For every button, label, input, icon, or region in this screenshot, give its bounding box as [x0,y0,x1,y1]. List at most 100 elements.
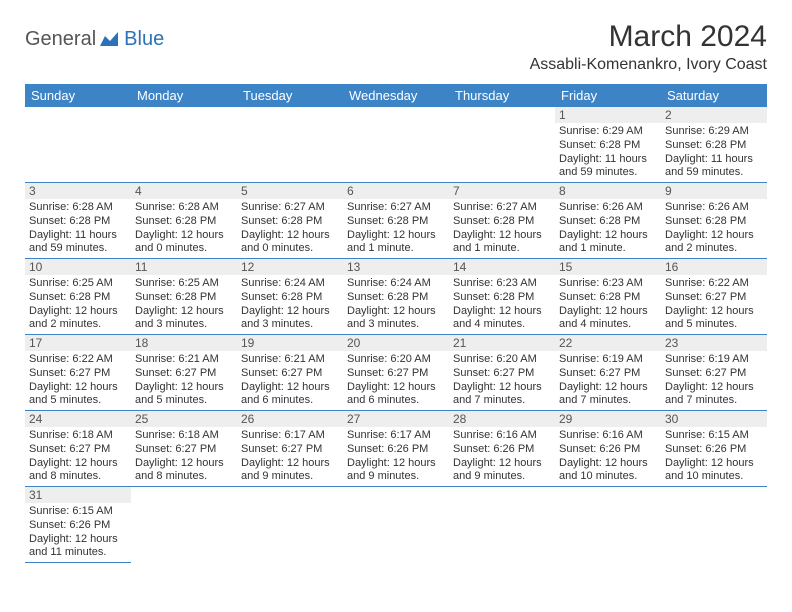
day-detail-line: Sunrise: 6:18 AM [135,429,233,443]
day-detail-line: and 6 minutes. [347,394,445,408]
day-details: Sunrise: 6:24 AMSunset: 6:28 PMDaylight:… [343,275,449,334]
day-detail-line: Sunset: 6:28 PM [135,291,233,305]
day-detail-line: Sunset: 6:26 PM [559,443,657,457]
day-detail-line: Daylight: 12 hours [241,381,339,395]
calendar-cell [343,487,449,563]
flag-icon [100,32,122,48]
day-number: 11 [131,259,237,275]
month-title: March 2024 [530,20,767,54]
calendar-cell: 1Sunrise: 6:29 AMSunset: 6:28 PMDaylight… [555,107,661,183]
day-detail-line: Sunset: 6:27 PM [665,291,763,305]
day-detail-line: Daylight: 12 hours [665,305,763,319]
day-number: 30 [661,411,767,427]
day-number: 13 [343,259,449,275]
day-detail-line: Sunrise: 6:24 AM [241,277,339,291]
day-detail-line: Sunrise: 6:28 AM [135,201,233,215]
day-detail-line: Sunset: 6:28 PM [347,291,445,305]
day-detail-line: and 5 minutes. [29,394,127,408]
day-detail-line: Sunset: 6:28 PM [453,291,551,305]
day-detail-line: Daylight: 12 hours [347,305,445,319]
day-detail-line: and 4 minutes. [453,318,551,332]
day-detail-line: Sunrise: 6:19 AM [559,353,657,367]
day-detail-line: and 59 minutes. [29,242,127,256]
calendar-cell: 25Sunrise: 6:18 AMSunset: 6:27 PMDayligh… [131,411,237,487]
day-detail-line: Sunrise: 6:18 AM [29,429,127,443]
day-detail-line: and 1 minute. [453,242,551,256]
day-detail-line: Sunset: 6:28 PM [559,139,657,153]
weekday-header: Tuesday [237,84,343,107]
day-number: 12 [237,259,343,275]
day-number: 5 [237,183,343,199]
calendar-cell: 18Sunrise: 6:21 AMSunset: 6:27 PMDayligh… [131,335,237,411]
weekday-header: Friday [555,84,661,107]
day-detail-line: Sunrise: 6:25 AM [29,277,127,291]
calendar-cell: 8Sunrise: 6:26 AMSunset: 6:28 PMDaylight… [555,183,661,259]
day-detail-line: Daylight: 12 hours [29,381,127,395]
day-detail-line: Sunset: 6:28 PM [241,291,339,305]
calendar-cell: 28Sunrise: 6:16 AMSunset: 6:26 PMDayligh… [449,411,555,487]
day-number: 4 [131,183,237,199]
calendar-cell: 17Sunrise: 6:22 AMSunset: 6:27 PMDayligh… [25,335,131,411]
day-detail-line: Sunset: 6:28 PM [559,215,657,229]
day-detail-line: and 3 minutes. [241,318,339,332]
weekday-header: Sunday [25,84,131,107]
day-detail-line: and 3 minutes. [135,318,233,332]
day-detail-line: Sunset: 6:27 PM [347,367,445,381]
day-details: Sunrise: 6:19 AMSunset: 6:27 PMDaylight:… [661,351,767,410]
day-number: 14 [449,259,555,275]
day-detail-line: Daylight: 11 hours [29,229,127,243]
day-details: Sunrise: 6:23 AMSunset: 6:28 PMDaylight:… [555,275,661,334]
calendar-cell [661,487,767,563]
weekday-header-row: Sunday Monday Tuesday Wednesday Thursday… [25,84,767,107]
day-detail-line: Daylight: 12 hours [453,229,551,243]
day-details: Sunrise: 6:25 AMSunset: 6:28 PMDaylight:… [131,275,237,334]
calendar-cell: 4Sunrise: 6:28 AMSunset: 6:28 PMDaylight… [131,183,237,259]
day-detail-line: Daylight: 12 hours [453,457,551,471]
day-detail-line: Daylight: 12 hours [135,381,233,395]
day-number: 27 [343,411,449,427]
day-details: Sunrise: 6:26 AMSunset: 6:28 PMDaylight:… [555,199,661,258]
calendar-cell [237,487,343,563]
day-detail-line: Sunset: 6:28 PM [135,215,233,229]
calendar-cell: 13Sunrise: 6:24 AMSunset: 6:28 PMDayligh… [343,259,449,335]
day-detail-line: Sunrise: 6:22 AM [665,277,763,291]
day-detail-line: and 8 minutes. [29,470,127,484]
day-number: 15 [555,259,661,275]
calendar-week-row: 10Sunrise: 6:25 AMSunset: 6:28 PMDayligh… [25,259,767,335]
day-detail-line: Daylight: 12 hours [559,457,657,471]
day-detail-line: Sunrise: 6:23 AM [453,277,551,291]
day-detail-line: Daylight: 12 hours [665,229,763,243]
day-detail-line: Sunset: 6:26 PM [347,443,445,457]
day-detail-line: Daylight: 12 hours [29,305,127,319]
day-detail-line: Daylight: 12 hours [29,533,127,547]
day-detail-line: Daylight: 12 hours [135,305,233,319]
day-number: 1 [555,107,661,123]
day-detail-line: Daylight: 12 hours [29,457,127,471]
calendar-cell: 21Sunrise: 6:20 AMSunset: 6:27 PMDayligh… [449,335,555,411]
weekday-header: Wednesday [343,84,449,107]
day-detail-line: Sunset: 6:26 PM [29,519,127,533]
day-number: 17 [25,335,131,351]
day-number: 18 [131,335,237,351]
day-detail-line: Sunset: 6:26 PM [453,443,551,457]
calendar-cell [25,107,131,183]
day-details: Sunrise: 6:29 AMSunset: 6:28 PMDaylight:… [661,123,767,182]
day-number: 2 [661,107,767,123]
calendar-cell: 6Sunrise: 6:27 AMSunset: 6:28 PMDaylight… [343,183,449,259]
calendar-cell: 3Sunrise: 6:28 AMSunset: 6:28 PMDaylight… [25,183,131,259]
day-detail-line: and 10 minutes. [559,470,657,484]
day-detail-line: Daylight: 11 hours [559,153,657,167]
day-details: Sunrise: 6:16 AMSunset: 6:26 PMDaylight:… [449,427,555,486]
calendar-cell: 2Sunrise: 6:29 AMSunset: 6:28 PMDaylight… [661,107,767,183]
day-detail-line: and 8 minutes. [135,470,233,484]
day-number: 26 [237,411,343,427]
day-number: 6 [343,183,449,199]
day-detail-line: Sunrise: 6:20 AM [347,353,445,367]
calendar-cell: 26Sunrise: 6:17 AMSunset: 6:27 PMDayligh… [237,411,343,487]
day-number: 9 [661,183,767,199]
day-number: 10 [25,259,131,275]
day-detail-line: Sunset: 6:27 PM [559,367,657,381]
calendar-week-row: 3Sunrise: 6:28 AMSunset: 6:28 PMDaylight… [25,183,767,259]
calendar-cell: 19Sunrise: 6:21 AMSunset: 6:27 PMDayligh… [237,335,343,411]
day-detail-line: and 59 minutes. [665,166,763,180]
